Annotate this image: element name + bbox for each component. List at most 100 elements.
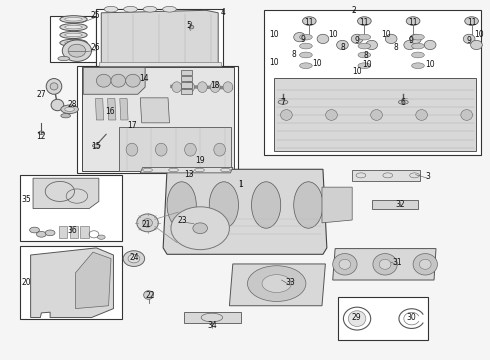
Ellipse shape [61, 113, 71, 118]
Ellipse shape [62, 40, 92, 62]
Ellipse shape [339, 259, 351, 269]
Ellipse shape [189, 25, 194, 29]
Ellipse shape [60, 16, 87, 23]
Text: 7: 7 [281, 98, 286, 107]
Ellipse shape [125, 74, 140, 87]
Text: 12: 12 [37, 132, 46, 141]
Bar [265, 10, 481, 155]
Text: 33: 33 [285, 278, 294, 287]
Text: 10: 10 [312, 59, 322, 68]
Text: 15: 15 [92, 141, 101, 150]
Ellipse shape [155, 143, 167, 156]
Bar [92, 97, 135, 121]
Polygon shape [96, 99, 104, 120]
Ellipse shape [51, 99, 64, 111]
Ellipse shape [358, 52, 371, 58]
Ellipse shape [197, 82, 207, 93]
Ellipse shape [172, 82, 182, 93]
Text: 1: 1 [238, 180, 243, 189]
Ellipse shape [58, 57, 70, 61]
Text: 24: 24 [129, 253, 139, 262]
Ellipse shape [358, 34, 371, 40]
Text: 22: 22 [145, 291, 155, 300]
Polygon shape [274, 78, 476, 152]
Text: 11: 11 [360, 18, 369, 27]
Ellipse shape [358, 63, 371, 68]
Ellipse shape [385, 34, 397, 44]
Text: 10: 10 [352, 67, 362, 76]
Ellipse shape [30, 227, 39, 233]
Polygon shape [181, 82, 193, 88]
Ellipse shape [167, 182, 196, 228]
Polygon shape [140, 98, 170, 123]
Ellipse shape [337, 40, 348, 50]
Ellipse shape [65, 33, 82, 37]
Text: 11: 11 [408, 18, 418, 27]
Ellipse shape [371, 110, 382, 120]
Polygon shape [119, 127, 231, 171]
Text: 8: 8 [292, 50, 296, 59]
Ellipse shape [65, 18, 82, 21]
Polygon shape [80, 226, 89, 238]
Ellipse shape [98, 235, 105, 239]
Bar [50, 16, 97, 62]
Text: 26: 26 [91, 43, 100, 52]
Ellipse shape [193, 223, 207, 234]
Text: 18: 18 [210, 81, 220, 90]
Text: 9: 9 [408, 36, 413, 45]
Ellipse shape [299, 34, 312, 40]
Ellipse shape [111, 74, 125, 87]
Text: 11: 11 [305, 18, 314, 27]
Polygon shape [181, 89, 193, 94]
Ellipse shape [299, 63, 312, 68]
Text: 29: 29 [351, 313, 361, 322]
Ellipse shape [196, 158, 204, 164]
Bar [338, 297, 428, 340]
Ellipse shape [137, 214, 158, 232]
Text: 8: 8 [340, 42, 345, 51]
Ellipse shape [194, 157, 207, 166]
Ellipse shape [65, 41, 82, 45]
Ellipse shape [163, 6, 176, 12]
Text: 9: 9 [466, 36, 471, 45]
Text: 30: 30 [407, 313, 416, 322]
Ellipse shape [45, 230, 55, 236]
Text: 21: 21 [142, 220, 151, 229]
Text: 10: 10 [328, 30, 338, 39]
Ellipse shape [60, 23, 87, 31]
Text: 19: 19 [196, 156, 205, 165]
Text: 10: 10 [270, 58, 279, 67]
Text: 25: 25 [91, 11, 100, 20]
Ellipse shape [185, 82, 195, 93]
Bar [20, 175, 122, 241]
Ellipse shape [416, 110, 427, 120]
Polygon shape [333, 249, 436, 280]
Ellipse shape [379, 259, 391, 269]
Ellipse shape [93, 144, 100, 148]
Ellipse shape [424, 40, 436, 50]
Text: 10: 10 [270, 30, 279, 39]
Polygon shape [181, 76, 193, 81]
Ellipse shape [171, 207, 229, 249]
Polygon shape [322, 187, 352, 223]
Text: 13: 13 [184, 170, 194, 179]
Ellipse shape [410, 34, 421, 44]
Ellipse shape [214, 143, 225, 156]
Ellipse shape [209, 182, 239, 228]
Ellipse shape [333, 253, 357, 275]
Polygon shape [372, 200, 418, 209]
Ellipse shape [185, 143, 196, 156]
Ellipse shape [247, 266, 306, 301]
Bar [77, 66, 238, 173]
Polygon shape [184, 312, 241, 323]
Ellipse shape [294, 182, 323, 228]
Polygon shape [33, 178, 99, 208]
Text: 8: 8 [364, 51, 368, 60]
Text: 32: 32 [395, 200, 405, 209]
Text: 36: 36 [67, 226, 77, 235]
Text: 9: 9 [355, 36, 360, 45]
Ellipse shape [366, 40, 377, 50]
Text: 2: 2 [351, 6, 356, 15]
Ellipse shape [470, 40, 482, 50]
Ellipse shape [36, 231, 46, 237]
